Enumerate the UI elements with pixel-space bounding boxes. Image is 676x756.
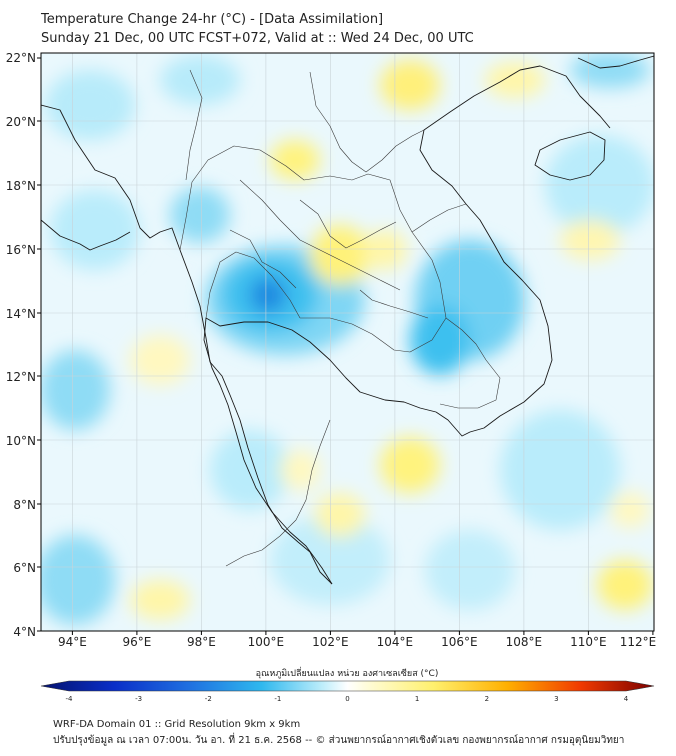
country-borders bbox=[179, 69, 501, 567]
colorbar-tick: -2 bbox=[205, 695, 212, 703]
lat-tick-label: 4°N bbox=[13, 625, 36, 639]
lat-tick-label: 14°N bbox=[6, 307, 36, 321]
lat-tick-label: 16°N bbox=[6, 243, 36, 257]
colorbar-tick: -3 bbox=[135, 695, 142, 703]
footer-model-info: WRF-DA Domain 01 :: Grid Resolution 9km … bbox=[53, 719, 301, 730]
colorbar-label: อุณหภูมิเปลี่ยนแปลง หน่วย องศาเซลเซียส (… bbox=[256, 666, 439, 679]
lat-tick-label: 12°N bbox=[6, 370, 36, 384]
lon-tick-label: 108°E bbox=[506, 635, 543, 649]
temperature-field bbox=[41, 53, 654, 631]
lat-tick-label: 18°N bbox=[6, 179, 36, 193]
graticule bbox=[41, 53, 654, 631]
lon-tick-label: 104°E bbox=[377, 635, 414, 649]
colorbar-tick: 0 bbox=[345, 695, 349, 703]
lon-tick-label: 106°E bbox=[441, 635, 478, 649]
footer-credit: ปรับปรุงข้อมูล ณ เวลา 07:00น. วัน อา. ที… bbox=[53, 735, 625, 746]
temperature-change-map: 22°N 20°N 18°N 16°N 14°N 12°N 10°N 8°N 6… bbox=[6, 51, 657, 703]
lon-tick-label: 98°E bbox=[187, 635, 216, 649]
colorbar-tick: 1 bbox=[415, 695, 419, 703]
colorbar: อุณหภูมิเปลี่ยนแปลง หน่วย องศาเซลเซียส (… bbox=[40, 666, 655, 703]
latitude-ticks: 22°N 20°N 18°N 16°N 14°N 12°N 10°N 8°N 6… bbox=[6, 51, 41, 639]
lon-tick-label: 96°E bbox=[122, 635, 151, 649]
map-title: Temperature Change 24-hr (°C) - [Data As… bbox=[41, 12, 384, 27]
longitude-ticks: 94°E 96°E 98°E 100°E 102°E 104°E 106°E 1… bbox=[58, 631, 656, 649]
colorbar-tick: 4 bbox=[624, 695, 629, 703]
colorbar-tick: -1 bbox=[274, 695, 281, 703]
colorbar-tick: -4 bbox=[66, 695, 74, 703]
lon-tick-label: 100°E bbox=[248, 635, 285, 649]
lat-tick-label: 20°N bbox=[6, 115, 36, 129]
lon-tick-label: 110°E bbox=[570, 635, 607, 649]
colorbar-bar bbox=[40, 680, 655, 692]
lat-tick-label: 8°N bbox=[13, 498, 36, 512]
lat-tick-label: 10°N bbox=[6, 434, 36, 448]
lat-tick-label: 6°N bbox=[13, 561, 36, 575]
colorbar-tick: 3 bbox=[554, 695, 558, 703]
colorbar-tick: 2 bbox=[485, 695, 489, 703]
lon-tick-label: 94°E bbox=[58, 635, 87, 649]
lon-tick-label: 112°E bbox=[620, 635, 657, 649]
map-subtitle: Sunday 21 Dec, 00 UTC FCST+072, Valid at… bbox=[41, 31, 474, 46]
lon-tick-label: 102°E bbox=[312, 635, 349, 649]
lat-tick-label: 22°N bbox=[6, 51, 36, 65]
